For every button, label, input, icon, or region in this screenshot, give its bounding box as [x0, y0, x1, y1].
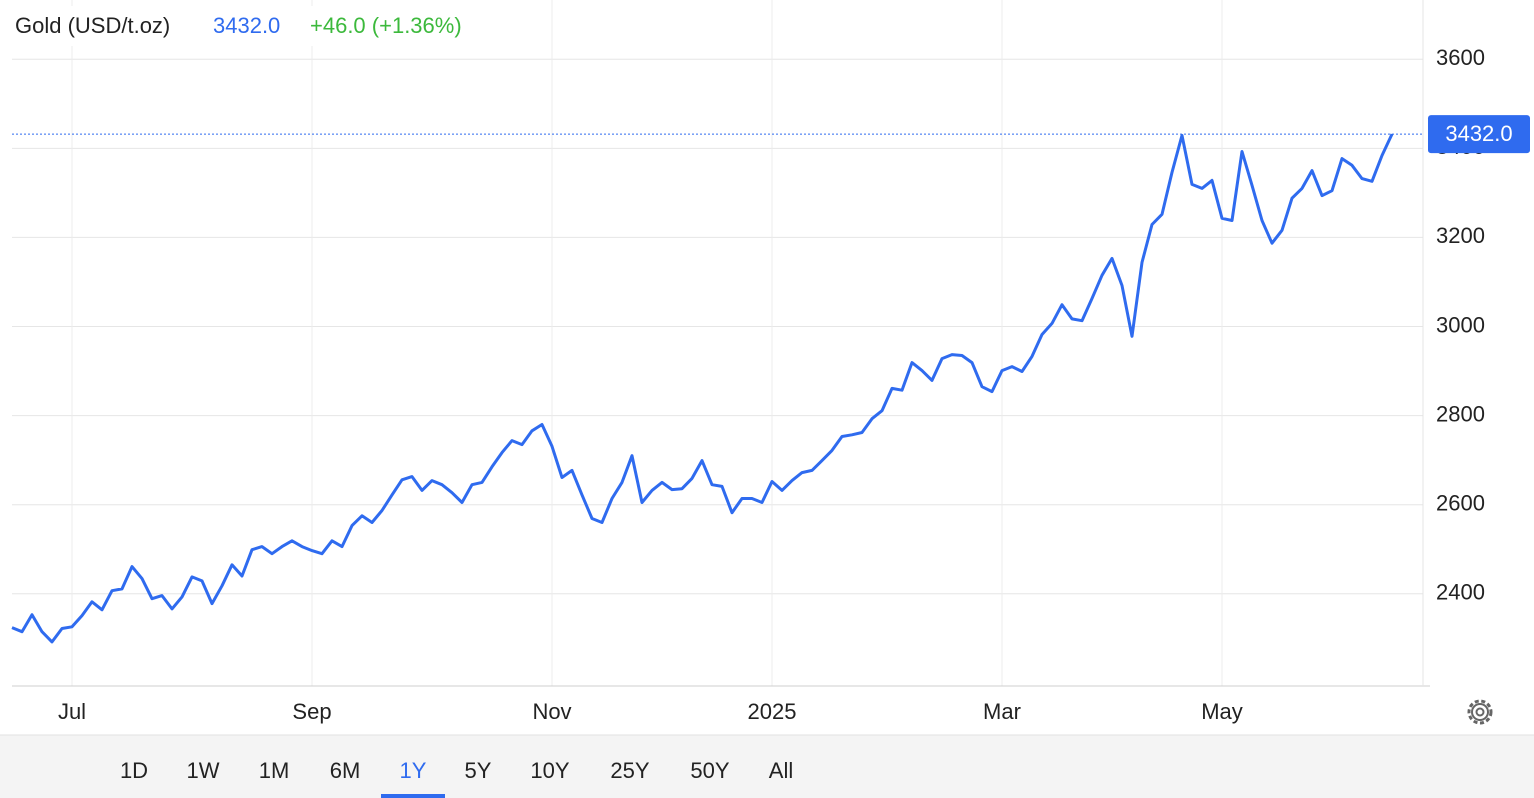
settings-icon[interactable]	[1467, 699, 1493, 725]
active-range-underline	[381, 794, 445, 798]
x-tick-label: Mar	[983, 699, 1021, 724]
range-button[interactable]: 1Y	[400, 758, 427, 783]
range-button[interactable]: 1W	[187, 758, 220, 783]
y-tick-label: 2400	[1436, 580, 1485, 605]
instrument-name: Gold (USD/t.oz)	[15, 13, 170, 38]
x-tick-label: Jul	[58, 699, 86, 724]
price-line	[11, 133, 1394, 644]
range-button[interactable]: 1D	[120, 758, 148, 783]
range-button[interactable]: 1M	[259, 758, 290, 783]
last-price-label: 3432.0	[1445, 121, 1512, 146]
range-button[interactable]: All	[769, 758, 793, 783]
range-button[interactable]: 10Y	[530, 758, 569, 783]
gear-ring	[1471, 703, 1489, 721]
x-tick-label: Sep	[292, 699, 331, 724]
range-button[interactable]: 5Y	[465, 758, 492, 783]
range-bar	[0, 735, 1534, 798]
price: 3432.0	[213, 13, 280, 38]
range-button[interactable]: 6M	[330, 758, 361, 783]
range-button[interactable]: 25Y	[610, 758, 649, 783]
range-button[interactable]: 50Y	[690, 758, 729, 783]
gear-hole	[1475, 707, 1485, 717]
x-tick-label: 2025	[748, 699, 797, 724]
gear-teeth	[1467, 699, 1493, 725]
y-tick-label: 2600	[1436, 491, 1485, 516]
y-tick-label: 3000	[1436, 312, 1485, 337]
last-price-badge	[1428, 115, 1530, 154]
x-tick-label: May	[1201, 699, 1243, 724]
price-change: +46.0 (+1.36%)	[310, 13, 462, 38]
x-tick-label: Nov	[532, 699, 571, 724]
y-tick-label: 2800	[1436, 401, 1485, 426]
plot	[11, 0, 1423, 686]
header-bg	[0, 6, 505, 46]
y-tick-label: 3600	[1436, 45, 1485, 70]
y-tick-label: 3200	[1436, 223, 1485, 248]
